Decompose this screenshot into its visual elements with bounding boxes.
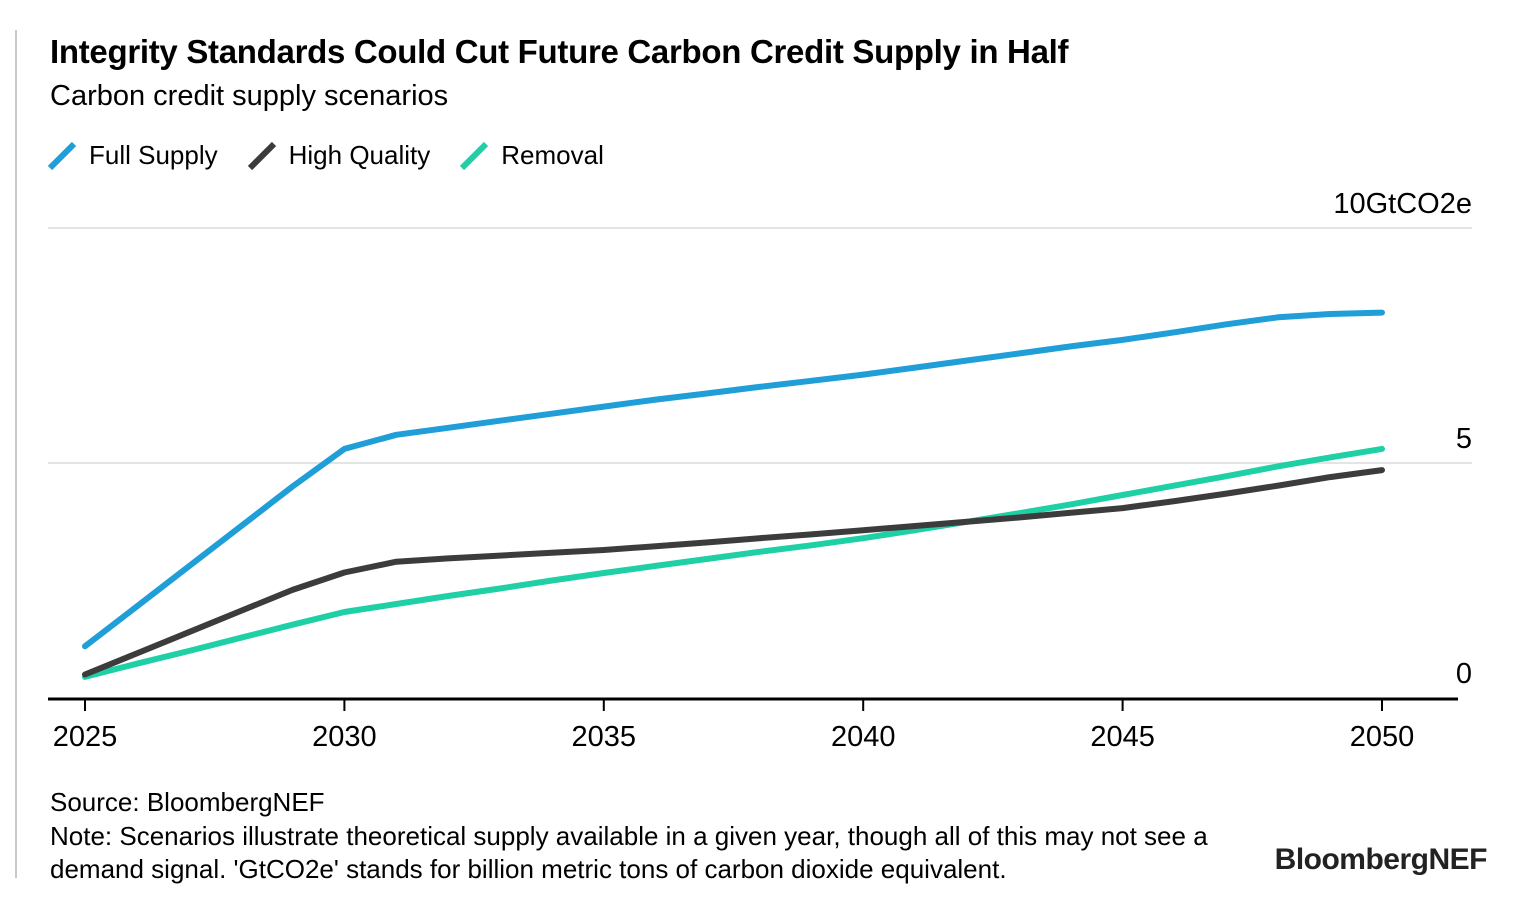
legend-item-full-supply[interactable]: Full Supply <box>47 140 218 171</box>
legend-label-full-supply: Full Supply <box>89 140 218 170</box>
y-axis-label-5: 5 <box>1456 423 1472 455</box>
legend-label-removal: Removal <box>501 140 604 170</box>
x-axis-label-2045: 2045 <box>1090 721 1155 753</box>
y-axis-label-0: 0 <box>1456 658 1472 690</box>
source-text: Source: BloombergNEF <box>50 787 325 817</box>
x-axis-label-2030: 2030 <box>312 721 377 753</box>
y-axis-label-10: 10GtCO2e <box>1333 188 1472 220</box>
chart-subtitle: Carbon credit supply scenarios <box>50 80 449 112</box>
note-text: Note: Scenarios illustrate theoretical s… <box>50 821 1208 884</box>
x-axis-label-2050: 2050 <box>1350 721 1415 753</box>
x-axis-label-2040: 2040 <box>831 721 896 753</box>
series-line-removal <box>82 445 1385 680</box>
x-axis-label-2035: 2035 <box>572 721 637 753</box>
chart-title: Integrity Standards Could Cut Future Car… <box>50 33 1069 70</box>
legend-label-high-quality: High Quality <box>288 140 431 170</box>
series-line-full-supply <box>82 309 1385 650</box>
x-axis-label-2025: 2025 <box>53 721 118 753</box>
legend-item-removal[interactable]: Removal <box>460 140 604 171</box>
series-line-high-quality <box>82 467 1385 678</box>
legend-item-high-quality[interactable]: High Quality <box>247 140 431 171</box>
bloombergnef-logo: BloombergNEF <box>1274 843 1488 876</box>
legend: Full Supply High Quality Removal <box>47 140 604 171</box>
left-border-rule <box>15 30 17 878</box>
